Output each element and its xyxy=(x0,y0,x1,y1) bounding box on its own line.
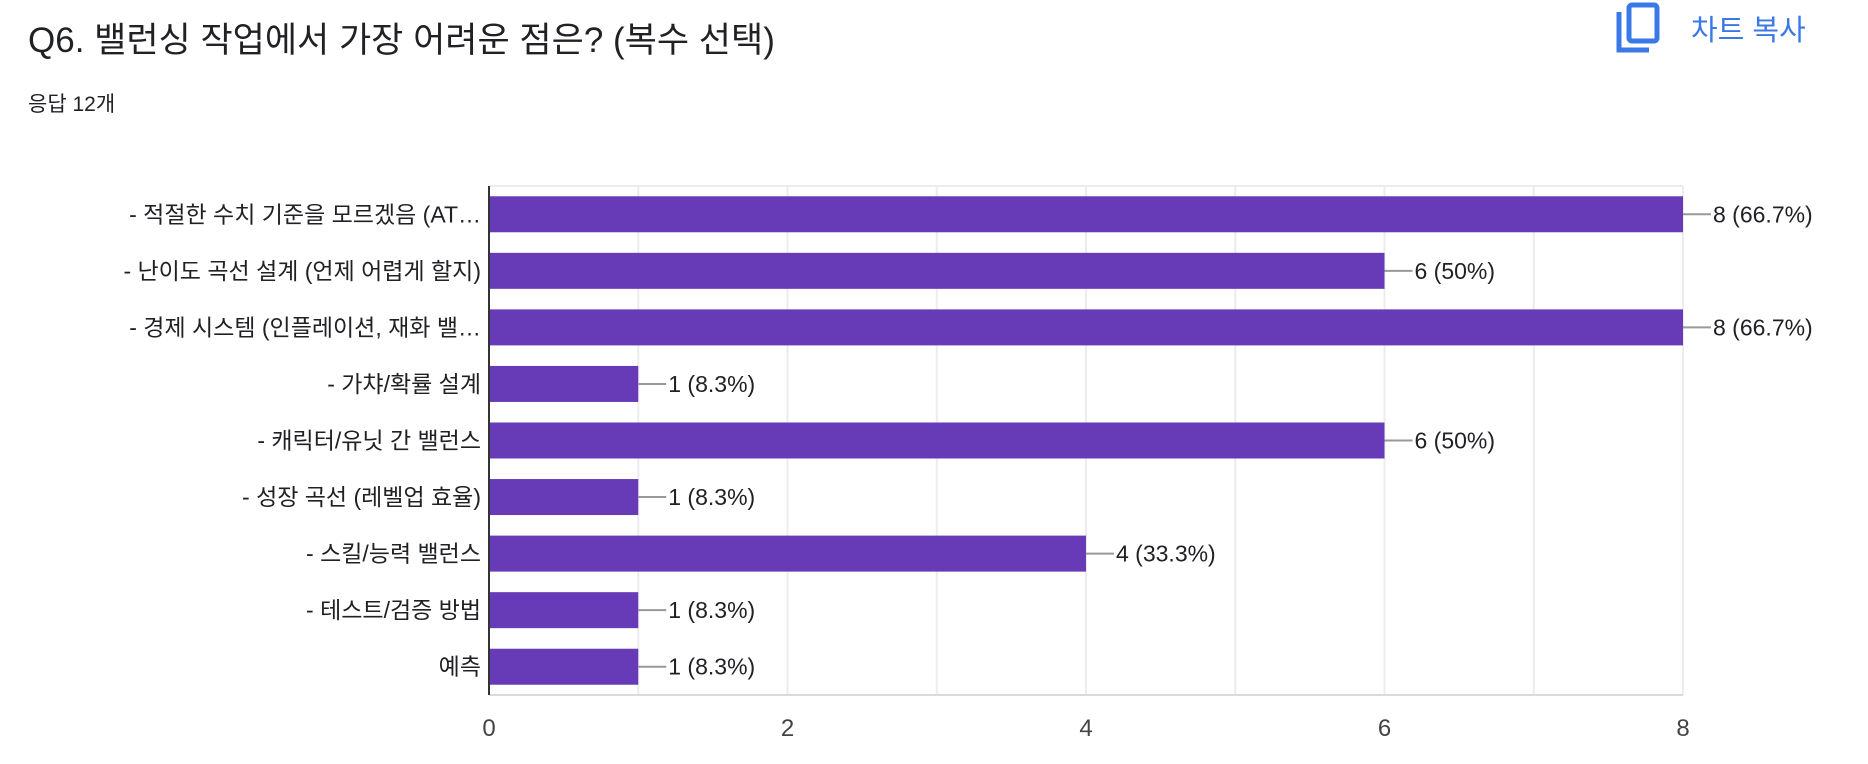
bar xyxy=(489,479,639,516)
response-count: 응답 12개 xyxy=(28,93,116,116)
x-tick-label: 2 xyxy=(781,715,794,742)
copy-chart-button[interactable]: 차트 복사 xyxy=(1615,0,1806,56)
bar xyxy=(489,648,639,685)
bar xyxy=(489,365,639,402)
bar xyxy=(489,196,1683,233)
category-label: - 캐릭터/유닛 간 밸런스 xyxy=(257,428,481,454)
x-tick-label: 4 xyxy=(1079,715,1092,742)
copy-chart-label: 차트 복사 xyxy=(1691,15,1806,47)
data-label: 8 (66.7%) xyxy=(1713,201,1813,227)
bar xyxy=(489,422,1385,459)
category-label: - 테스트/검증 방법 xyxy=(306,597,481,623)
category-label: - 성장 곡선 (레벨업 효율) xyxy=(242,484,481,510)
bar xyxy=(489,309,1683,346)
category-label: - 가챠/확률 설계 xyxy=(327,371,481,397)
data-label: 6 (50%) xyxy=(1415,428,1496,454)
question-title: Q6. 밸런싱 작업에서 가장 어려운 점은? (복수 선택) xyxy=(28,21,775,60)
data-label: 4 (33.3%) xyxy=(1116,541,1216,567)
category-label: - 경제 시스템 (인플레이션, 재화 밸… xyxy=(129,314,481,340)
data-label: 1 (8.3%) xyxy=(668,371,755,397)
x-tick-label: 6 xyxy=(1378,715,1391,742)
bar xyxy=(489,592,639,629)
x-tick-label: 8 xyxy=(1676,715,1689,742)
copy-icon xyxy=(1616,2,1660,53)
data-label: 1 (8.3%) xyxy=(668,654,755,680)
data-label: 1 (8.3%) xyxy=(668,597,755,623)
data-label: 1 (8.3%) xyxy=(668,484,755,510)
category-label: - 스킬/능력 밸런스 xyxy=(306,541,481,567)
data-label: 8 (66.7%) xyxy=(1713,314,1813,340)
bar xyxy=(489,535,1086,572)
category-label: - 난이도 곡선 설계 (언제 어렵게 할지) xyxy=(123,258,481,284)
x-tick-label: 0 xyxy=(482,715,495,742)
bar xyxy=(489,252,1385,289)
category-label: - 적절한 수치 기준을 모르겠음 (AT… xyxy=(129,201,481,227)
data-label: 6 (50%) xyxy=(1415,258,1496,284)
category-label: 예측 xyxy=(439,654,481,680)
